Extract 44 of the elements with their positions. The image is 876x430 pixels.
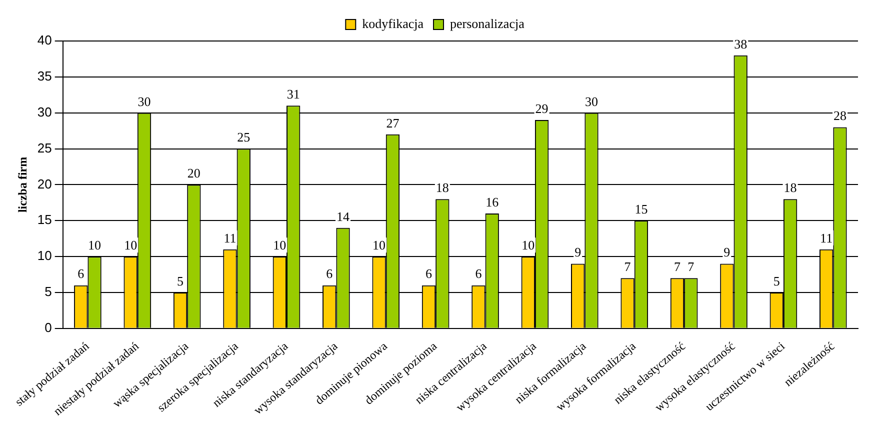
data-label: 27	[386, 115, 400, 130]
data-label: 6	[475, 266, 482, 282]
data-label: 18	[436, 180, 449, 196]
data-label: 10	[88, 237, 102, 252]
data-label: 30	[585, 94, 598, 109]
legend-label: kodyfikacja	[362, 16, 424, 31]
data-label: 7	[688, 259, 695, 274]
y-tick-label: 40	[37, 32, 52, 48]
data-label: 28	[833, 108, 846, 124]
data-label: 7	[624, 259, 632, 274]
y-tick-label: 15	[37, 212, 52, 228]
data-label: 16	[486, 194, 500, 210]
data-label: 29	[535, 100, 548, 116]
data-label: 10	[273, 237, 286, 252]
data-label: 9	[574, 244, 582, 260]
y-tick-label: 0	[44, 320, 52, 336]
y-tick-label: 5	[44, 284, 52, 300]
data-label: 30	[138, 94, 151, 109]
data-label: 6	[78, 266, 85, 282]
data-label: 11	[820, 230, 833, 246]
data-label: 7	[674, 259, 681, 274]
y-tick-label: 30	[37, 104, 52, 120]
y-tick-label: 25	[37, 140, 52, 156]
y-axis-title: liczba firm	[15, 156, 30, 213]
data-label: 18	[784, 180, 797, 196]
data-label: 25	[237, 130, 250, 145]
data-label: 11	[224, 230, 236, 246]
data-label: 6	[426, 266, 432, 282]
data-label: 10	[372, 237, 386, 252]
data-label: 9	[724, 244, 730, 260]
legend-label: personalizacja	[450, 16, 525, 31]
data-label: 38	[734, 36, 748, 52]
y-tick-label: 20	[37, 176, 52, 192]
y-tick-label: 10	[37, 248, 52, 264]
data-label: 5	[177, 273, 184, 288]
data-label: 14	[336, 208, 350, 224]
data-label: 20	[187, 166, 200, 181]
data-label: 10	[124, 237, 138, 252]
data-label: 10	[522, 237, 535, 252]
data-label: 15	[634, 202, 648, 217]
data-label: 5	[773, 273, 780, 288]
data-label: 31	[286, 86, 300, 102]
data-label: 6	[326, 266, 334, 282]
y-tick-label: 35	[37, 68, 52, 84]
